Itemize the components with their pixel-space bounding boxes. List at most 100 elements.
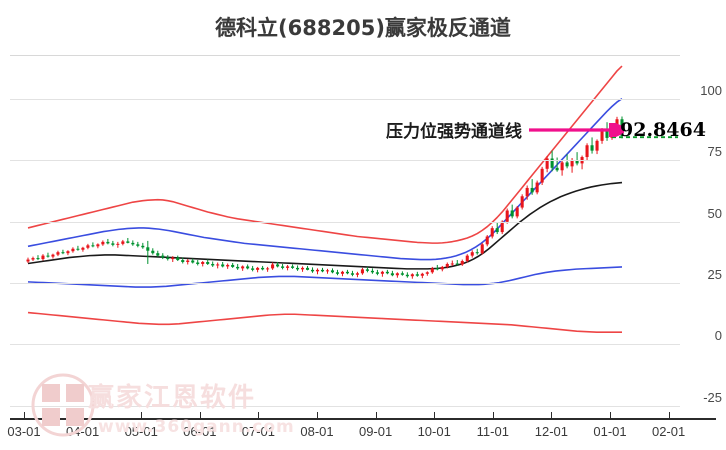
candle-body — [530, 187, 534, 193]
candle-body — [360, 269, 364, 274]
candle-body — [51, 254, 55, 257]
brand-watermark: 赢家江恩软件 — [88, 383, 257, 413]
candle-body — [355, 273, 359, 275]
candle-body — [116, 243, 120, 245]
candle-body — [26, 259, 30, 262]
page-title: 德科立(688205)赢家极反通道 — [215, 16, 511, 40]
candle-body — [126, 241, 130, 243]
x-axis-tick — [24, 412, 25, 419]
candle-body — [286, 266, 290, 268]
candle-body — [495, 228, 499, 233]
brand-seal-icon — [31, 373, 95, 437]
candle-body — [350, 273, 354, 275]
candle-body — [246, 266, 250, 269]
x-axis-tick-label: 06-01 — [183, 424, 217, 439]
candle-body — [525, 187, 529, 197]
y-axis-tick-label: 25 — [707, 267, 722, 283]
plot-area — [10, 55, 680, 418]
candle-body — [201, 262, 205, 264]
candle-body — [131, 242, 135, 245]
candle-body — [176, 257, 180, 261]
x-axis-tick-label: 09-01 — [358, 424, 393, 439]
candle-body — [555, 167, 559, 171]
candle-body — [560, 162, 564, 171]
y-axis-tick-label: 75 — [707, 144, 722, 160]
candle-body — [595, 140, 599, 151]
candle-body — [475, 252, 479, 254]
channel-line — [27, 65, 623, 244]
x-axis-tick — [317, 412, 318, 419]
candle-body — [196, 262, 200, 264]
x-axis-tick-label: 05-01 — [124, 424, 158, 439]
candle-body — [575, 159, 579, 164]
candle-body — [470, 252, 474, 256]
candle-body — [435, 268, 439, 270]
x-axis-tick-label: 01-01 — [593, 424, 627, 439]
candle-body — [251, 268, 255, 270]
candle-body — [605, 130, 609, 138]
gridline — [10, 221, 680, 223]
candle-body — [46, 255, 50, 257]
channel-line — [27, 266, 623, 288]
candle-body — [460, 261, 464, 265]
candle-body — [146, 247, 150, 251]
candle-body — [191, 260, 195, 263]
candle-body — [550, 158, 554, 168]
candle-body — [540, 168, 544, 183]
candle-body — [56, 252, 60, 255]
candle-body — [565, 162, 569, 167]
candle-body — [61, 252, 65, 254]
candle-body — [570, 159, 574, 167]
candle-body — [276, 264, 280, 267]
plot-top-border — [10, 55, 680, 56]
candle-body — [271, 264, 275, 269]
candle-body — [380, 271, 384, 274]
candle-body — [415, 274, 419, 276]
candle-body — [445, 263, 449, 267]
x-axis-tick — [551, 412, 553, 419]
x-axis-tick — [375, 412, 377, 419]
candle-body — [515, 207, 519, 217]
candle-body — [500, 221, 504, 233]
candle-body — [111, 243, 115, 245]
candle-body — [400, 273, 404, 275]
candle-body — [216, 264, 220, 266]
candle-body — [76, 248, 80, 250]
candle-body — [390, 273, 394, 276]
chart-canvas — [26, 65, 678, 333]
y-axis-tick-label: 50 — [707, 205, 722, 221]
gridline — [10, 99, 680, 101]
candle-body — [310, 269, 315, 272]
candle-body — [266, 268, 270, 270]
candle-body — [106, 241, 110, 244]
candle-body — [291, 266, 295, 268]
candle-body — [590, 145, 594, 151]
candle-body — [545, 158, 549, 169]
candle-body — [261, 267, 265, 270]
candle-body — [535, 182, 539, 193]
y-axis-tick-label: -25 — [703, 389, 722, 405]
candle-body — [81, 247, 85, 250]
x-axis-tick-label: 11-01 — [476, 424, 509, 439]
y-axis-tick-label: 100 — [700, 83, 722, 99]
candle-body — [171, 257, 175, 260]
candle-body — [345, 271, 349, 274]
candle-body — [335, 272, 340, 274]
gridline — [10, 344, 680, 346]
candle-body — [36, 258, 40, 260]
candle-body — [340, 271, 345, 274]
candle-body — [580, 157, 584, 164]
x-axis-tick-label: 03-01 — [7, 424, 41, 439]
url-watermark: www.360gann.com — [98, 417, 295, 437]
candle-body — [281, 266, 285, 268]
channel-line — [27, 181, 623, 270]
candle-body — [420, 273, 424, 276]
x-axis-tick — [434, 412, 436, 419]
candle-body — [410, 274, 414, 277]
candle-body — [440, 266, 444, 270]
candle-body — [161, 255, 165, 258]
candle-body — [425, 272, 429, 274]
x-axis-line — [10, 418, 716, 420]
x-axis-tick — [141, 412, 143, 419]
